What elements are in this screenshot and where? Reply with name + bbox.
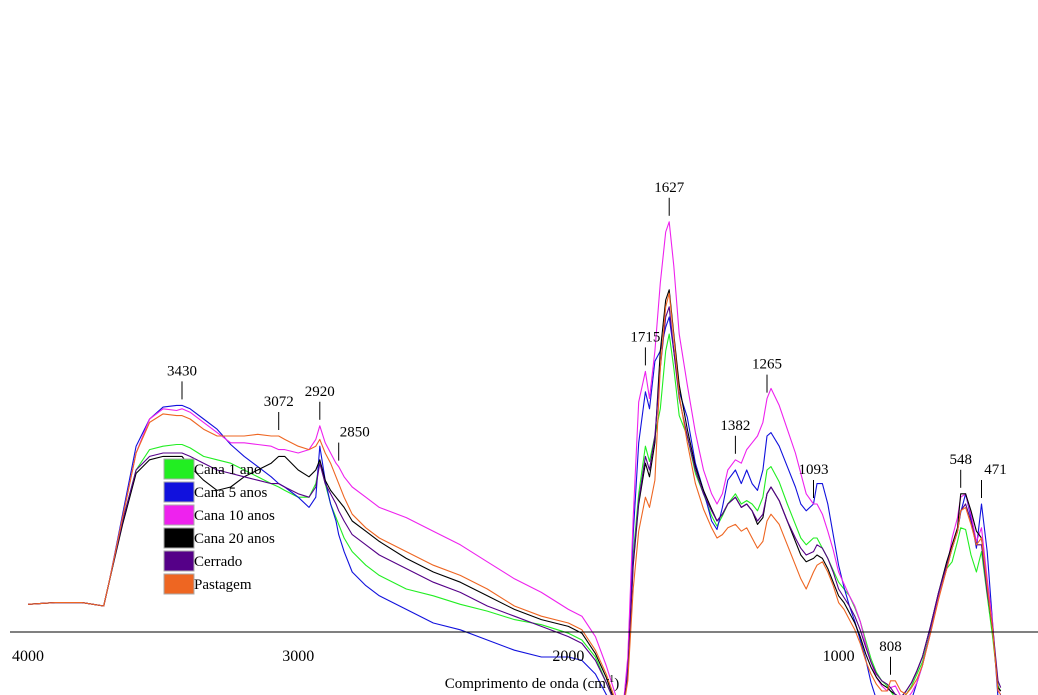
x-axis-title-main: Comprimento de onda (cm [445, 676, 607, 692]
legend-label: Cana 1 ano [194, 462, 261, 478]
x-tick-label: 3000 [282, 648, 314, 665]
legend-swatch [163, 458, 195, 480]
series-line-5 [27, 306, 1002, 695]
legend-swatch [163, 550, 195, 572]
x-tick-label: 4000 [12, 648, 44, 665]
peak-label: 1382 [720, 418, 750, 434]
peak-label: 1265 [752, 357, 782, 373]
x-tick-label: 1000 [823, 648, 855, 665]
peak-label: 1715 [630, 329, 660, 345]
legend-swatch [163, 527, 195, 549]
peak-label: 1627 [654, 180, 685, 196]
x-axis-title-close: ) [614, 676, 619, 692]
legend-label: Cerrado [194, 554, 242, 570]
series-line-4 [27, 289, 1002, 695]
legend-swatch [163, 481, 195, 503]
series-lines [27, 221, 1002, 695]
peak-label: 3430 [167, 363, 197, 379]
legend-swatch [163, 504, 195, 526]
x-tick-label: 2000 [552, 648, 584, 665]
peak-label: 2920 [305, 384, 335, 400]
legend-label: Pastagem [194, 577, 252, 593]
series-line-3 [27, 221, 1001, 695]
peak-annotations: 3430 3072 2920 2850 1715 1627 1382 1265 1093 808 5… [167, 180, 1007, 675]
x-axis-title-sup: -1 [606, 674, 614, 685]
legend-swatch [163, 573, 195, 595]
legend-label: Cana 20 anos [194, 531, 275, 547]
peak-label: 3072 [264, 394, 294, 410]
legend-label: Cana 5 anos [194, 485, 267, 501]
peak-label: 808 [879, 639, 902, 655]
peak-label: 548 [949, 452, 972, 468]
x-axis-title: Comprimento de onda (cm-1) [445, 674, 620, 692]
peak-label: 471 [984, 462, 1007, 478]
series-line-6 [27, 292, 1002, 695]
peak-label: 1093 [799, 462, 829, 478]
x-tick-labels: 4000 3000 2000 1000 [12, 648, 855, 665]
legend-label: Cana 10 anos [194, 508, 275, 524]
legend: Cana 1 ano Cana 5 anos Cana 10 anos Cana 20… [163, 458, 275, 595]
peak-label: 2850 [340, 425, 370, 441]
